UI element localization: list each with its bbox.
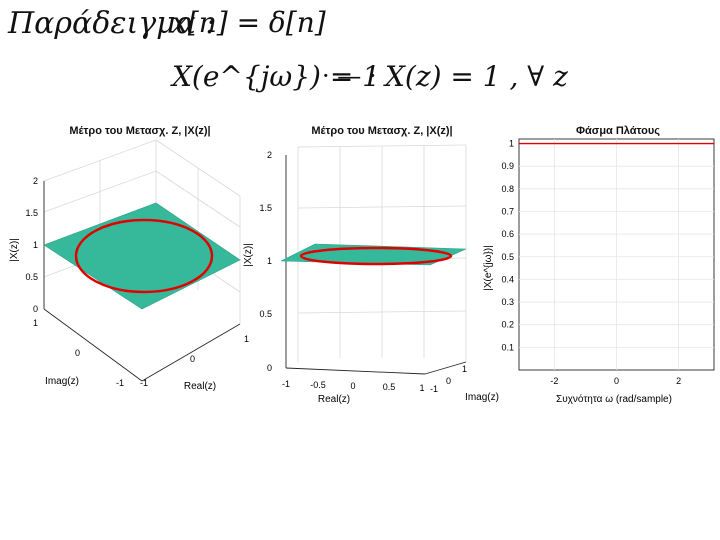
surface-plot-2: Μέτρο του Μετασχ. Z, |X(z)| 0 0.5 1 1.5 … <box>243 125 499 405</box>
chart3-ytick-5: 0.6 <box>501 229 514 239</box>
chart2-xtick-2: 0 <box>350 381 355 391</box>
chart3-title: Φάσμα Πλάτους <box>576 125 660 137</box>
chart2-ztick-2: 1 <box>267 256 272 266</box>
chart2-ytick-1: 0 <box>446 376 451 386</box>
chart1-xtick-1: 0 <box>190 354 195 364</box>
chart3-ytick-8: 0.9 <box>501 161 514 171</box>
chart2-unit-circle <box>299 246 453 266</box>
chart3-ytick-2: 0.3 <box>501 297 514 307</box>
chart2-ztick-4: 2 <box>267 150 272 160</box>
chart2-xtick-3: 0.5 <box>383 382 396 392</box>
chart1-xtick-0: -1 <box>140 378 148 388</box>
chart3-xtick-0: -2 <box>550 376 558 386</box>
chart2-ytick-0: -1 <box>430 384 438 394</box>
chart1-ytick-0: 1 <box>33 318 38 328</box>
chart1-unit-circle <box>74 218 214 294</box>
chart2-ztick-0: 0 <box>267 363 272 373</box>
chart3-ytick-1: 0.2 <box>501 320 514 330</box>
chart3-ytick-3: 0.4 <box>501 274 514 284</box>
chart1-xtick-2: 1 <box>244 334 249 344</box>
chart1-zlabel: |X(z)| <box>9 238 20 262</box>
chart1-xlabel: Real(z) <box>184 381 216 392</box>
handwritten-title: Παράδειγμα : <box>8 6 216 41</box>
chart1-ztick-0: 0 <box>33 304 38 314</box>
chart3-ylabel: |X(e^{jω})| <box>483 245 494 291</box>
chart2-ztick-1: 0.5 <box>259 309 272 319</box>
chart3-xlabel: Συχνότητα ω (rad/sample) <box>556 393 672 405</box>
handwritten-equation-signal: x[n] = δ[n] <box>172 6 326 39</box>
chart2-xlabel: Real(z) <box>318 394 350 405</box>
chart2-xtick-4: 1 <box>419 383 424 393</box>
chart3-ytick-0: 0.1 <box>501 342 514 352</box>
chart1-ylabel: Imag(z) <box>45 376 79 387</box>
chart3-yticks: 0.1 0.2 0.3 0.4 0.5 0.6 0.7 0.8 0.9 1 <box>501 139 514 353</box>
chart1-ztick-2: 1 <box>33 240 38 250</box>
chart2-ztick-3: 1.5 <box>259 203 272 213</box>
surface-plot-1: Μέτρο του Μετασχ. Z, |X(z)| 0 <box>9 125 249 392</box>
chart1-title: Μέτρο του Μετασχ. Z, |X(z)| <box>69 125 210 137</box>
chart1-ytick-2: -1 <box>116 378 124 388</box>
handwritten-dots: · — · <box>322 62 377 90</box>
amplitude-spectrum-plot: Φάσμα Πλάτους 0.10.20.30.40.50.60.70.80.… <box>483 125 715 405</box>
handwritten-equation-dtft: X(e^{jω}) = 1 <box>172 60 381 93</box>
chart2-ylabel: Imag(z) <box>465 392 499 403</box>
chart3-xticks: -2 0 2 <box>550 376 681 386</box>
chart1-ztick-3: 1.5 <box>25 208 38 218</box>
chart3-xtick-2: 2 <box>676 376 681 386</box>
chart3-ytick-4: 0.5 <box>501 252 514 262</box>
chart3-xtick-1: 0 <box>614 376 619 386</box>
chart2-xtick-1: -0.5 <box>310 380 326 390</box>
chart3-ytick-9: 1 <box>509 139 514 149</box>
chart1-ztick-4: 2 <box>33 176 38 186</box>
handwritten-equation-ztransform: X(z) = 1 , ∀ z <box>385 60 568 93</box>
chart2-title: Μέτρο του Μετασχ. Z, |X(z)| <box>311 125 452 137</box>
chart3-ytick-7: 0.8 <box>501 184 514 194</box>
chart2-axes <box>285 155 467 375</box>
chart2-ytick-2: 1 <box>462 364 467 374</box>
chart2-xtick-0: -1 <box>282 379 290 389</box>
chart3-ytick-6: 0.7 <box>501 206 514 216</box>
chart1-ztick-1: 0.5 <box>25 272 38 282</box>
chart1-ytick-1: 0 <box>75 348 80 358</box>
chart2-zlabel: |X(z)| <box>243 243 254 267</box>
